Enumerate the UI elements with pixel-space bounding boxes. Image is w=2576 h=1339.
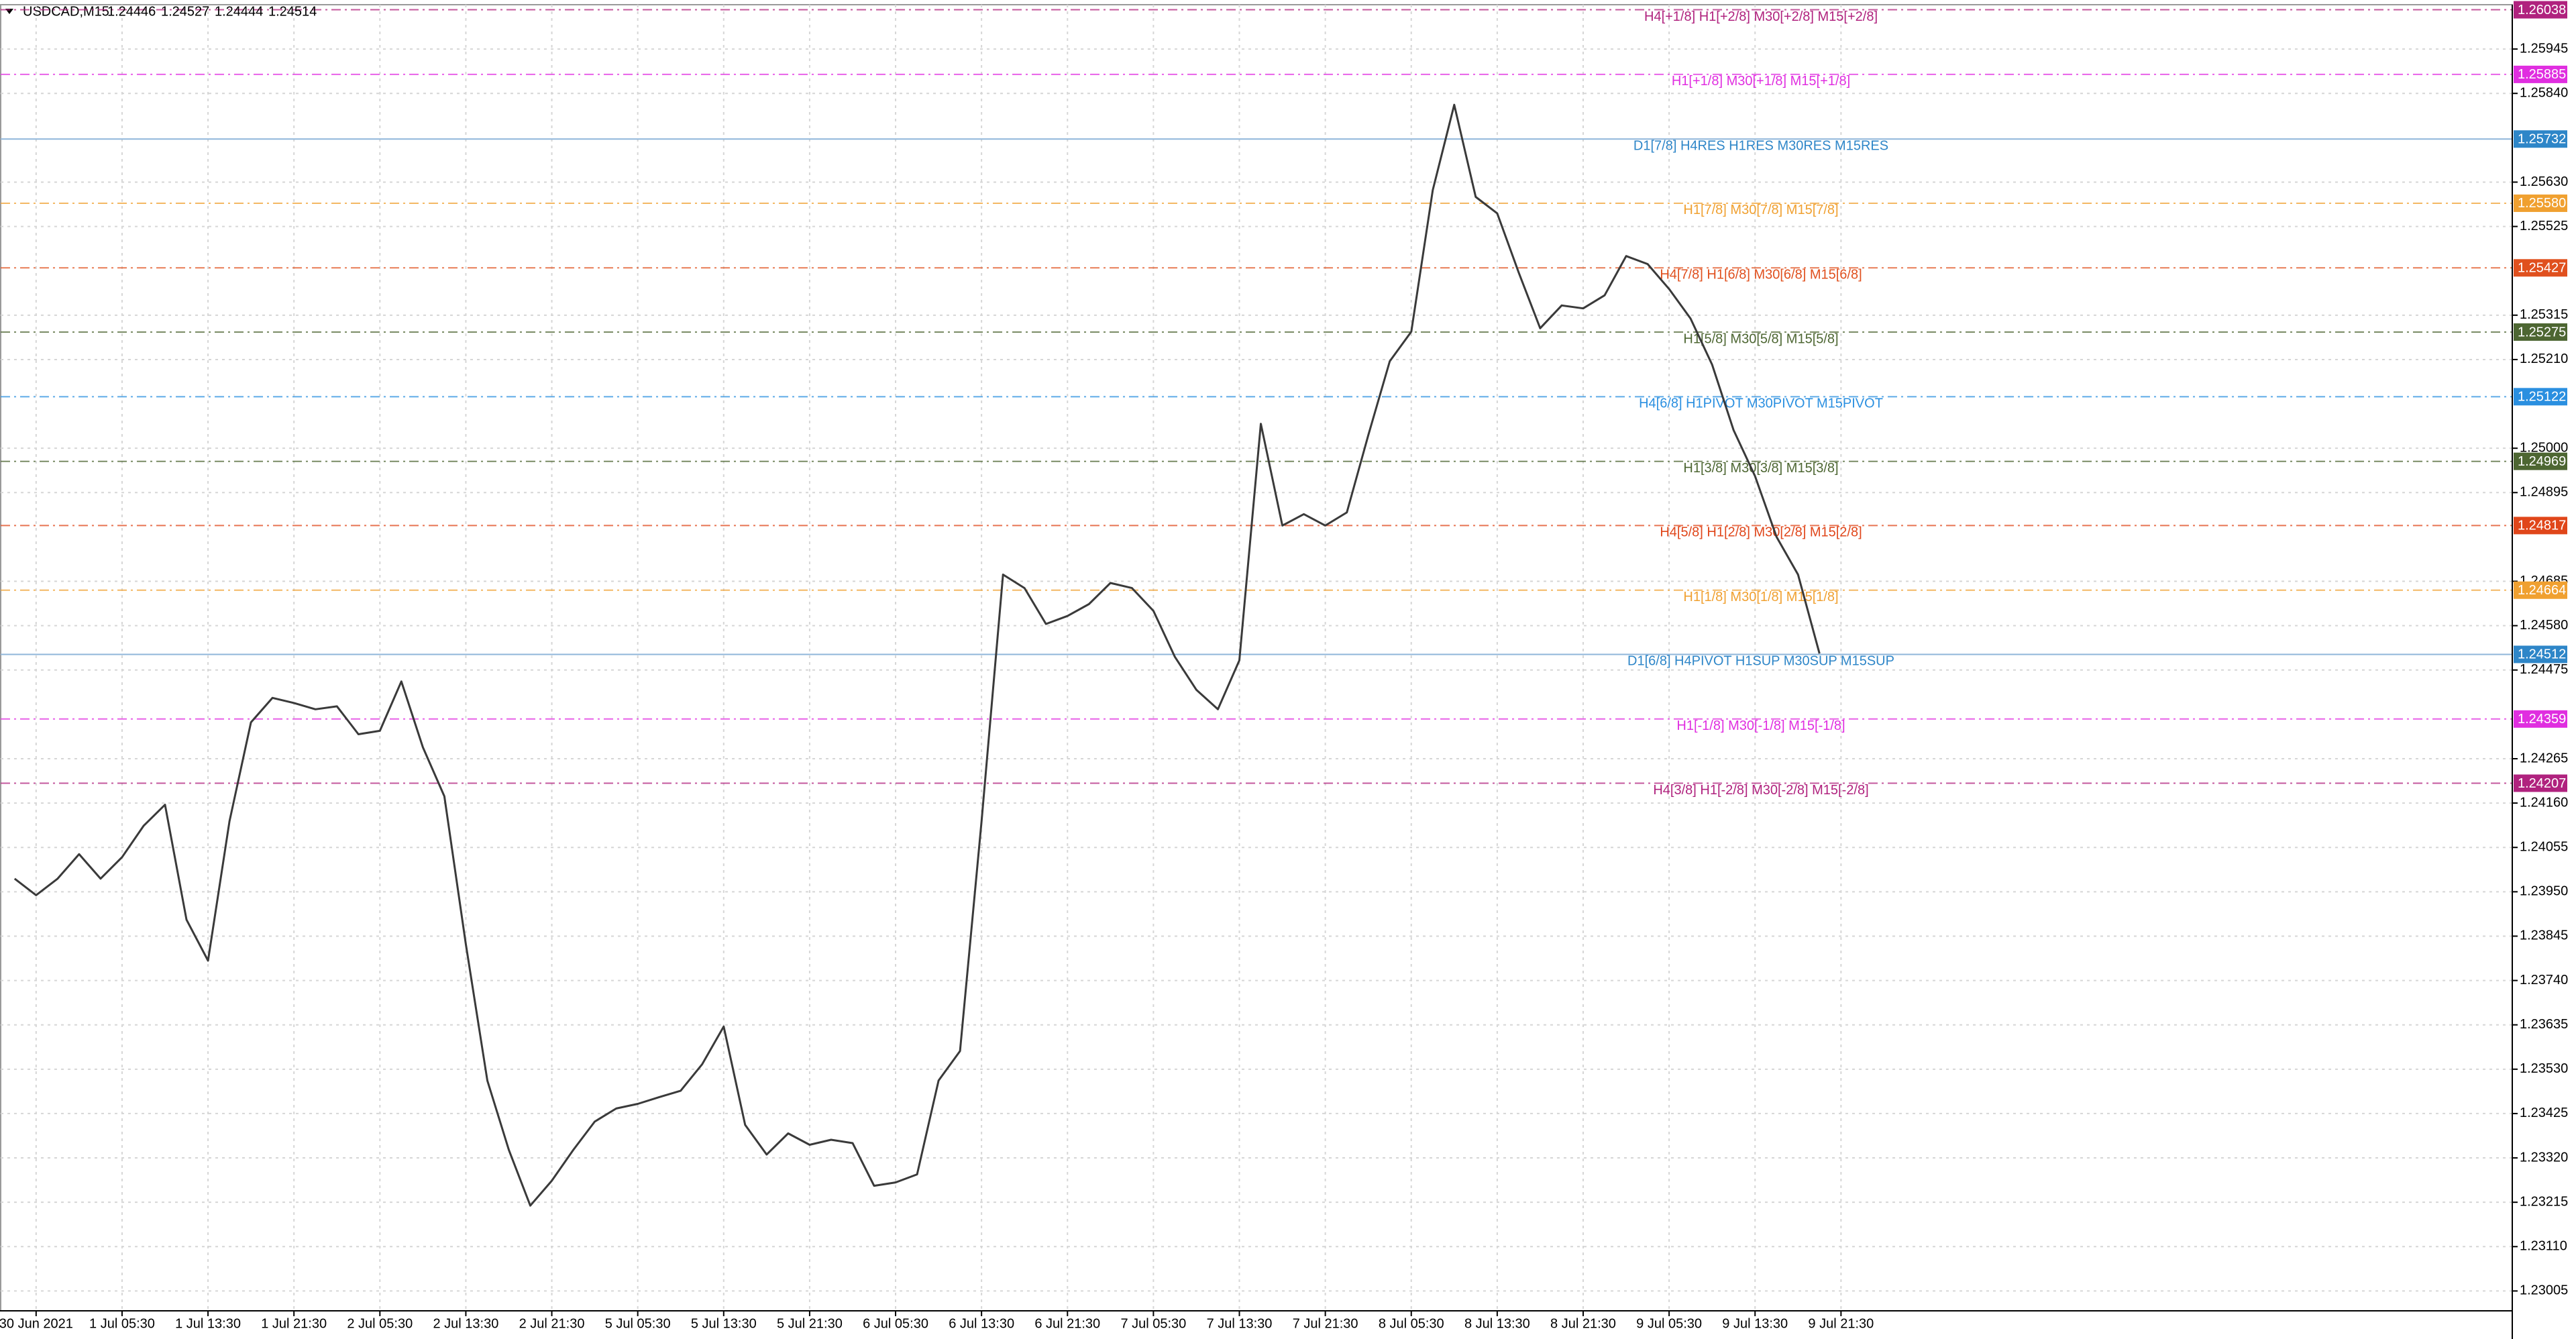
y-tick-label: 1.24895 <box>2520 485 2568 500</box>
level-price-tag <box>2514 388 2567 406</box>
level-price-label: 1.25732 <box>2518 132 2566 147</box>
y-tick-label: 1.23740 <box>2520 973 2568 987</box>
level-price-label: 1.25122 <box>2518 390 2566 405</box>
ohlc-value: 1.24514 <box>268 4 317 19</box>
x-tick-label: 7 Jul 13:30 <box>1207 1316 1273 1331</box>
level-label: H1[3/8] M30[3/8] M15[3/8] <box>1683 461 1838 476</box>
y-tick-label: 1.25210 <box>2520 352 2568 366</box>
level-price-tag <box>2514 194 2567 212</box>
level-price-tag <box>2514 581 2567 599</box>
y-tick-label: 1.23425 <box>2520 1106 2568 1120</box>
level-price-tag <box>2514 452 2567 470</box>
level-label: H4[7/8] H1[6/8] M30[6/8] M15[6/8] <box>1660 268 1862 282</box>
x-tick-label: 30 Jun 2021 <box>0 1316 73 1331</box>
x-tick-label: 9 Jul 21:30 <box>1808 1316 1874 1331</box>
x-tick-label: 2 Jul 21:30 <box>519 1316 585 1331</box>
y-tick-label: 1.23845 <box>2520 928 2568 943</box>
level-label: H1[+1/8] M30[+1/8] M15[+1/8] <box>1672 74 1850 89</box>
level-label: H4[6/8] H1PIVOT M30PIVOT M15PIVOT <box>1639 396 1883 411</box>
x-tick-label: 5 Jul 21:30 <box>777 1316 843 1331</box>
y-tick-label: 1.25630 <box>2520 174 2568 189</box>
level-price-tag <box>2514 710 2567 728</box>
y-tick-label: 1.24580 <box>2520 618 2568 633</box>
level-label: H4[+1/8] H1[+2/8] M30[+2/8] M15[+2/8] <box>1644 9 1878 24</box>
x-tick-label: 6 Jul 21:30 <box>1034 1316 1100 1331</box>
level-price-tag <box>2514 774 2567 792</box>
level-label: H1[-1/8] M30[-1/8] M15[-1/8] <box>1676 718 1845 733</box>
y-tick-label: 1.23530 <box>2520 1061 2568 1076</box>
level-label: D1[6/8] H4PIVOT H1SUP M30SUP M15SUP <box>1627 654 1894 669</box>
x-tick-label: 1 Jul 05:30 <box>89 1316 155 1331</box>
x-tick-label: 9 Jul 13:30 <box>1722 1316 1788 1331</box>
level-price-label: 1.26038 <box>2518 3 2566 17</box>
level-label: H1[5/8] M30[5/8] M15[5/8] <box>1683 331 1838 346</box>
x-tick-label: 7 Jul 21:30 <box>1293 1316 1358 1331</box>
y-tick-label: 1.25525 <box>2520 219 2568 233</box>
levels: H4[+1/8] H1[+2/8] M30[+2/8] M15[+2/8] H1[… <box>1 9 2512 798</box>
x-tick-label: 8 Jul 13:30 <box>1464 1316 1530 1331</box>
grid <box>1 5 2512 1311</box>
y-tick-label: 1.23320 <box>2520 1150 2568 1165</box>
level-label: H4[5/8] H1[2/8] M30[2/8] M15[2/8] <box>1660 525 1862 540</box>
y-tick-label: 1.23005 <box>2520 1283 2568 1298</box>
x-tick-label: 5 Jul 13:30 <box>691 1316 757 1331</box>
y-tick-label: 1.25840 <box>2520 86 2568 101</box>
level-price-label: 1.24512 <box>2518 647 2566 662</box>
y-tick-label: 1.23635 <box>2520 1017 2568 1032</box>
x-tick-label: 8 Jul 21:30 <box>1550 1316 1616 1331</box>
level-price-label: 1.24207 <box>2518 776 2566 791</box>
x-tick-label: 1 Jul 21:30 <box>261 1316 327 1331</box>
level-price-tag <box>2514 1 2567 19</box>
level-price-tag <box>2514 259 2567 277</box>
level-price-label: 1.25275 <box>2518 325 2566 339</box>
x-tick-label: 9 Jul 05:30 <box>1636 1316 1702 1331</box>
symbol: USDCAD,M15 <box>23 4 109 19</box>
level-label: H1[1/8] M30[1/8] M15[1/8] <box>1683 590 1838 604</box>
level-label: H4[3/8] H1[-2/8] M30[-2/8] M15[-2/8] <box>1653 783 1868 798</box>
y-tick-label: 1.24265 <box>2520 751 2568 765</box>
x-tick-label: 2 Jul 13:30 <box>433 1316 499 1331</box>
price-series <box>13 103 1821 1207</box>
x-tick-label: 2 Jul 05:30 <box>347 1316 413 1331</box>
x-tick-label: 8 Jul 05:30 <box>1379 1316 1444 1331</box>
level-price-tag <box>2514 517 2567 535</box>
level-price-tag <box>2514 645 2567 663</box>
x-tick-label: 5 Jul 05:30 <box>605 1316 671 1331</box>
level-price-label: 1.24359 <box>2518 712 2566 727</box>
y-tick-label: 1.25945 <box>2520 41 2568 56</box>
y-tick-label: 1.24055 <box>2520 840 2568 855</box>
level-price-label: 1.25427 <box>2518 261 2566 276</box>
y-tick-label: 1.25000 <box>2520 440 2568 455</box>
price-line <box>13 103 1821 1207</box>
x-tick-label: 7 Jul 05:30 <box>1120 1316 1186 1331</box>
level-price-label: 1.24664 <box>2518 583 2566 598</box>
y-tick-label: 1.23110 <box>2520 1239 2567 1254</box>
y-tick-label: 1.25315 <box>2520 307 2568 322</box>
ohlc-value: 1.24446 <box>107 4 156 19</box>
y-tick-label: 1.24160 <box>2520 795 2568 810</box>
level-price-tag <box>2514 65 2567 83</box>
y-tick-label: 1.23950 <box>2520 884 2568 899</box>
x-tick-label: 1 Jul 13:30 <box>175 1316 241 1331</box>
level-price-tag <box>2514 130 2567 148</box>
ohlc-value: 1.24527 <box>161 4 209 19</box>
level-price-label: 1.24969 <box>2518 454 2566 469</box>
level-price-label: 1.25885 <box>2518 67 2566 82</box>
level-label: D1[7/8] H4RES H1RES M30RES M15RES <box>1633 139 1888 154</box>
level-label: H1[7/8] M30[7/8] M15[7/8] <box>1683 203 1838 217</box>
level-price-label: 1.25580 <box>2518 196 2566 211</box>
level-price-tag <box>2514 323 2567 341</box>
y-tick-label: 1.24475 <box>2520 662 2568 677</box>
ohlc-value: 1.24444 <box>215 4 263 19</box>
x-tick-label: 6 Jul 13:30 <box>949 1316 1014 1331</box>
x-tick-label: 6 Jul 05:30 <box>863 1316 928 1331</box>
y-tick-label: 1.23215 <box>2520 1194 2568 1209</box>
level-price-label: 1.24817 <box>2518 519 2566 533</box>
